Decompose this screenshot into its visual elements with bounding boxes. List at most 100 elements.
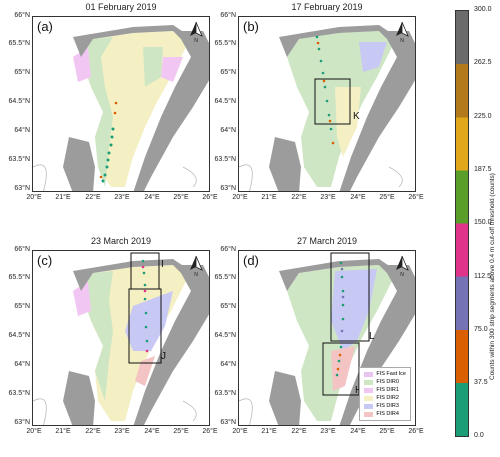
lon-tick: 26°E: [202, 194, 218, 201]
lat-tick: 63°N: [14, 419, 30, 426]
lat-tick: 63.5°N: [8, 390, 30, 397]
lon-tick: 26°E: [408, 194, 424, 201]
lon-tick: 22°E: [291, 428, 307, 435]
north-letter: N: [400, 38, 404, 43]
lat-tick: 63°N: [220, 419, 236, 426]
counts-track-d: [335, 261, 345, 377]
legend-label: FIS DIR4: [376, 411, 399, 417]
panel-c: 23 March 2019 (c) I J N 66°N 65.5°N 65°N…: [9, 236, 218, 435]
colorbar-tick: 112.5: [474, 273, 491, 280]
lon-tick: 24°E: [350, 428, 366, 435]
lon-tick: 20°E: [26, 194, 42, 201]
colorbar-tick: 187.5: [474, 166, 492, 173]
panel-title: 23 March 2019: [90, 236, 152, 246]
lat-tick: 65°N: [220, 69, 236, 76]
colorbar: [455, 10, 469, 437]
lat-tick: 66°N: [14, 246, 30, 253]
panel-title: 17 February 2019: [291, 2, 363, 12]
colorbar-title: Counts within 300 strip segments above 0…: [489, 173, 496, 380]
legend-item: FIS DIR0: [364, 378, 406, 386]
north-letter: N: [400, 272, 404, 277]
panel-label: (d): [243, 253, 259, 268]
north-arrow-icon: N: [190, 21, 203, 43]
lat-tick: 65.5°N: [214, 274, 236, 281]
lon-tick: 25°E: [379, 428, 395, 435]
colorbar-tick: 262.5: [474, 59, 492, 66]
panel-label: (b): [243, 19, 259, 34]
panel-label: (a): [37, 19, 53, 34]
lat-tick: 65.5°N: [8, 274, 30, 281]
lon-tick: 20°E: [232, 428, 248, 435]
map-c: [33, 252, 209, 425]
map-frame: (a) N: [32, 16, 210, 192]
lon-tick: 26°E: [408, 428, 424, 435]
legend-item: FIS Fast Ice: [364, 370, 406, 378]
box-label: J: [161, 351, 166, 362]
lat-tick: 63.5°N: [214, 390, 236, 397]
legend-label: FIS DIR1: [376, 387, 399, 393]
lat-tick: 64°N: [14, 127, 30, 134]
panel-b: 17 February 2019 (b) K N 66°N 65.5°N 65°…: [215, 2, 424, 201]
legend-item: FIS DIR4: [364, 410, 406, 418]
legend-label: FIS DIR3: [376, 403, 399, 409]
lon-tick: 21°E: [55, 194, 71, 201]
panel-a: 01 February 2019 (a) N 66°N 65.5°N 65°N …: [9, 2, 218, 201]
lon-tick: 24°E: [144, 194, 160, 201]
lat-tick: 65.5°N: [8, 40, 30, 47]
north-arrow-icon: N: [190, 255, 203, 277]
map-d: [239, 252, 415, 425]
north-letter: N: [194, 38, 198, 43]
map-a: [33, 25, 209, 191]
lat-tick: 64°N: [14, 361, 30, 368]
map-frame: (b) K N: [238, 16, 416, 192]
lon-tick: 24°E: [144, 428, 160, 435]
lat-tick: 65°N: [14, 69, 30, 76]
box-label: L: [369, 331, 375, 342]
colorbar-tick: 150.0: [474, 219, 492, 226]
lat-tick: 65.5°N: [214, 40, 236, 47]
lon-tick: 23°E: [320, 194, 336, 201]
legend-label: FIS Fast Ice: [376, 371, 406, 377]
colorbar-tick: 75.0: [474, 326, 488, 333]
map-frame: (d) L H N FIS Fast Ice FIS DIR0 FIS DIR1…: [238, 250, 416, 426]
lat-tick: 64°N: [220, 361, 236, 368]
colorbar-tick: 37.5: [474, 379, 488, 386]
box-label: H: [355, 385, 362, 396]
lon-tick: 20°E: [26, 428, 42, 435]
map-b: [239, 25, 415, 191]
lon-tick: 22°E: [291, 194, 307, 201]
lon-tick: 26°E: [202, 428, 218, 435]
lat-tick: 63.5°N: [8, 156, 30, 163]
lat-tick: 64.5°N: [8, 98, 30, 105]
panel-title: 27 March 2019: [296, 236, 358, 246]
north-arrow-icon: N: [396, 255, 409, 277]
legend: FIS Fast Ice FIS DIR0 FIS DIR1 FIS DIR2 …: [359, 367, 411, 421]
north-letter: N: [194, 272, 198, 277]
lon-tick: 22°E: [85, 194, 101, 201]
box-label: K: [353, 111, 360, 122]
colorbar-tick: 225.0: [474, 113, 492, 120]
legend-label: FIS DIR2: [376, 395, 399, 401]
lon-tick: 25°E: [379, 194, 395, 201]
counts-track-c: [141, 259, 149, 353]
legend-item: FIS DIR2: [364, 394, 406, 402]
lat-tick: 63°N: [220, 185, 236, 192]
lon-tick: 24°E: [350, 194, 366, 201]
lat-tick: 64.5°N: [214, 332, 236, 339]
map-frame: (c) I J N: [32, 250, 210, 426]
lon-tick: 23°E: [114, 194, 130, 201]
counts-track-b: [315, 35, 335, 145]
lat-tick: 65°N: [14, 303, 30, 310]
north-arrow-icon: N: [396, 21, 409, 43]
colorbar-tick: 0.0: [474, 432, 484, 439]
legend-item: FIS DIR3: [364, 402, 406, 410]
panel-d: 27 March 2019 (d) L H N FIS Fast Ice FIS…: [215, 236, 424, 435]
colorbar-tick: 300.0: [474, 6, 492, 13]
lon-tick: 21°E: [261, 194, 277, 201]
lon-tick: 23°E: [320, 428, 336, 435]
lat-tick: 64.5°N: [8, 332, 30, 339]
lon-tick: 25°E: [173, 194, 189, 201]
panel-title: 01 February 2019: [85, 2, 157, 12]
lon-tick: 23°E: [114, 428, 130, 435]
lon-tick: 20°E: [232, 194, 248, 201]
